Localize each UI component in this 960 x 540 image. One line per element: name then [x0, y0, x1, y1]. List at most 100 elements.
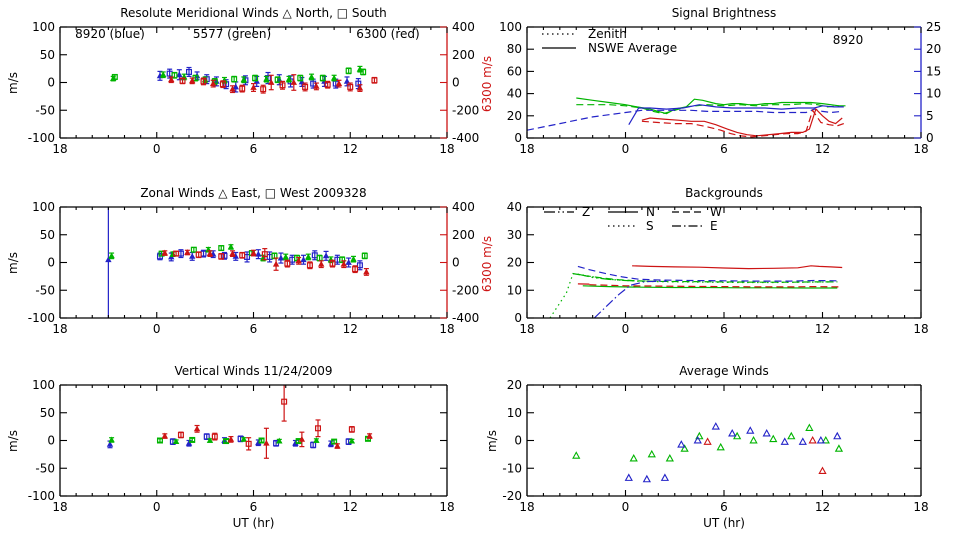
axes: 18 0 6 12 18 20 10 0 -10 -20 — [502, 378, 928, 514]
axes: 18 0 6 12 18 100 50 0 -50 -100 — [28, 378, 455, 514]
series-5577-green — [572, 423, 844, 462]
svg-text:50: 50 — [40, 228, 55, 242]
svg-text:N: N — [646, 205, 655, 219]
plot-data — [572, 422, 844, 483]
series-green-W — [572, 273, 838, 283]
plot-data — [105, 207, 370, 318]
plot-data — [549, 265, 843, 318]
svg-text:-100: -100 — [28, 311, 55, 325]
svg-text:6: 6 — [250, 142, 258, 156]
svg-text:18: 18 — [52, 322, 67, 336]
series-green-S-rise — [549, 272, 838, 318]
svg-text:18: 18 — [439, 322, 454, 336]
series-6300-red — [168, 74, 378, 94]
svg-text:20: 20 — [507, 378, 522, 392]
svg-text:100: 100 — [32, 378, 55, 392]
svg-text:-100: -100 — [28, 489, 55, 503]
svg-text:12: 12 — [343, 142, 358, 156]
series-red-N — [632, 265, 843, 270]
svg-text:100: 100 — [499, 20, 522, 34]
svg-text:-20: -20 — [502, 489, 522, 503]
svg-text:0: 0 — [622, 322, 630, 336]
panel-title: Vertical Winds 11/24/2009 — [174, 364, 332, 378]
svg-text:0: 0 — [47, 434, 55, 448]
series-6300-red — [703, 435, 827, 474]
svg-text:6: 6 — [250, 500, 258, 514]
svg-text:0: 0 — [47, 256, 55, 270]
svg-text:0: 0 — [926, 131, 934, 145]
y-axis-label-zonal-ms: m/s — [6, 252, 20, 274]
svg-text:6: 6 — [250, 322, 258, 336]
svg-text:15: 15 — [926, 64, 941, 78]
svg-text:18: 18 — [52, 500, 67, 514]
plot-data — [106, 385, 373, 459]
svg-text:0: 0 — [153, 142, 161, 156]
svg-text:12: 12 — [815, 500, 830, 514]
svg-text:10: 10 — [507, 283, 522, 297]
svg-text:80: 80 — [507, 42, 522, 56]
svg-text:20: 20 — [507, 256, 522, 270]
legend-item-NSWE Average: NSWE Average — [542, 41, 677, 55]
panel-title: Backgrounds — [685, 186, 763, 200]
legend-item-N: N — [608, 205, 655, 219]
series-green-Z — [577, 273, 651, 282]
svg-text:18: 18 — [439, 500, 454, 514]
svg-text:40: 40 — [507, 200, 522, 214]
svg-text:400: 400 — [452, 20, 475, 34]
svg-text:-200: -200 — [452, 103, 479, 117]
annotation: 8920 — [833, 33, 864, 47]
svg-text:-400: -400 — [452, 311, 479, 325]
right-axis-label-meridional-6300: 6300 m/s — [480, 55, 494, 113]
svg-text:E: E — [710, 219, 718, 233]
series-8920-blue — [624, 422, 842, 483]
plot-data — [527, 97, 846, 138]
svg-text:6: 6 — [720, 142, 728, 156]
series-red-W — [589, 284, 839, 288]
svg-text:60: 60 — [507, 64, 522, 78]
svg-text:W: W — [710, 205, 722, 219]
x-axis-label: UT (hr) — [233, 516, 275, 530]
svg-text:-50: -50 — [35, 103, 55, 117]
x-axis-label: UT (hr) — [703, 516, 745, 530]
svg-text:30: 30 — [507, 228, 522, 242]
annotation: 6300 (red) — [356, 27, 419, 41]
svg-text:18: 18 — [913, 322, 928, 336]
right-axis-label-zonal-6300: 6300 m/s — [480, 235, 494, 293]
annotation: 8920 (blue) — [75, 27, 145, 41]
svg-text:0: 0 — [622, 142, 630, 156]
svg-text:12: 12 — [343, 500, 358, 514]
svg-text:25: 25 — [926, 20, 941, 34]
svg-text:0: 0 — [622, 500, 630, 514]
svg-text:6: 6 — [720, 500, 728, 514]
legend-item-S: S — [608, 219, 654, 233]
plot-data — [110, 65, 378, 94]
svg-text:12: 12 — [343, 322, 358, 336]
svg-text:-50: -50 — [35, 461, 55, 475]
svg-text:50: 50 — [40, 48, 55, 62]
panel-average-winds: 18 0 6 12 18 20 10 0 -10 -20 Average Winds UT (hr) — [502, 364, 928, 530]
series-blue-zenith — [527, 108, 843, 131]
svg-text:0: 0 — [153, 322, 161, 336]
svg-text:0: 0 — [514, 131, 522, 145]
series-green-N — [582, 285, 838, 289]
svg-text:0: 0 — [514, 311, 522, 325]
svg-text:-50: -50 — [35, 283, 55, 297]
svg-text:12: 12 — [815, 322, 830, 336]
svg-text:100: 100 — [32, 200, 55, 214]
y-axis-label-meridional-ms: m/s — [6, 72, 20, 94]
svg-text:18: 18 — [519, 322, 534, 336]
svg-text:-400: -400 — [452, 131, 479, 145]
svg-text:Z: Z — [582, 205, 590, 219]
y-axis-label-average-ms: m/s — [485, 430, 499, 452]
svg-text:6: 6 — [720, 322, 728, 336]
svg-text:20: 20 — [926, 42, 941, 56]
svg-text:S: S — [646, 219, 654, 233]
svg-text:18: 18 — [52, 142, 67, 156]
panel-resolute-meridional-winds: 18 0 6 12 18 100 50 0 -50 -100 400 200 0 -200 -400 Reso… — [28, 6, 479, 156]
svg-text:200: 200 — [452, 228, 475, 242]
series-blue-E-rise — [593, 280, 667, 318]
